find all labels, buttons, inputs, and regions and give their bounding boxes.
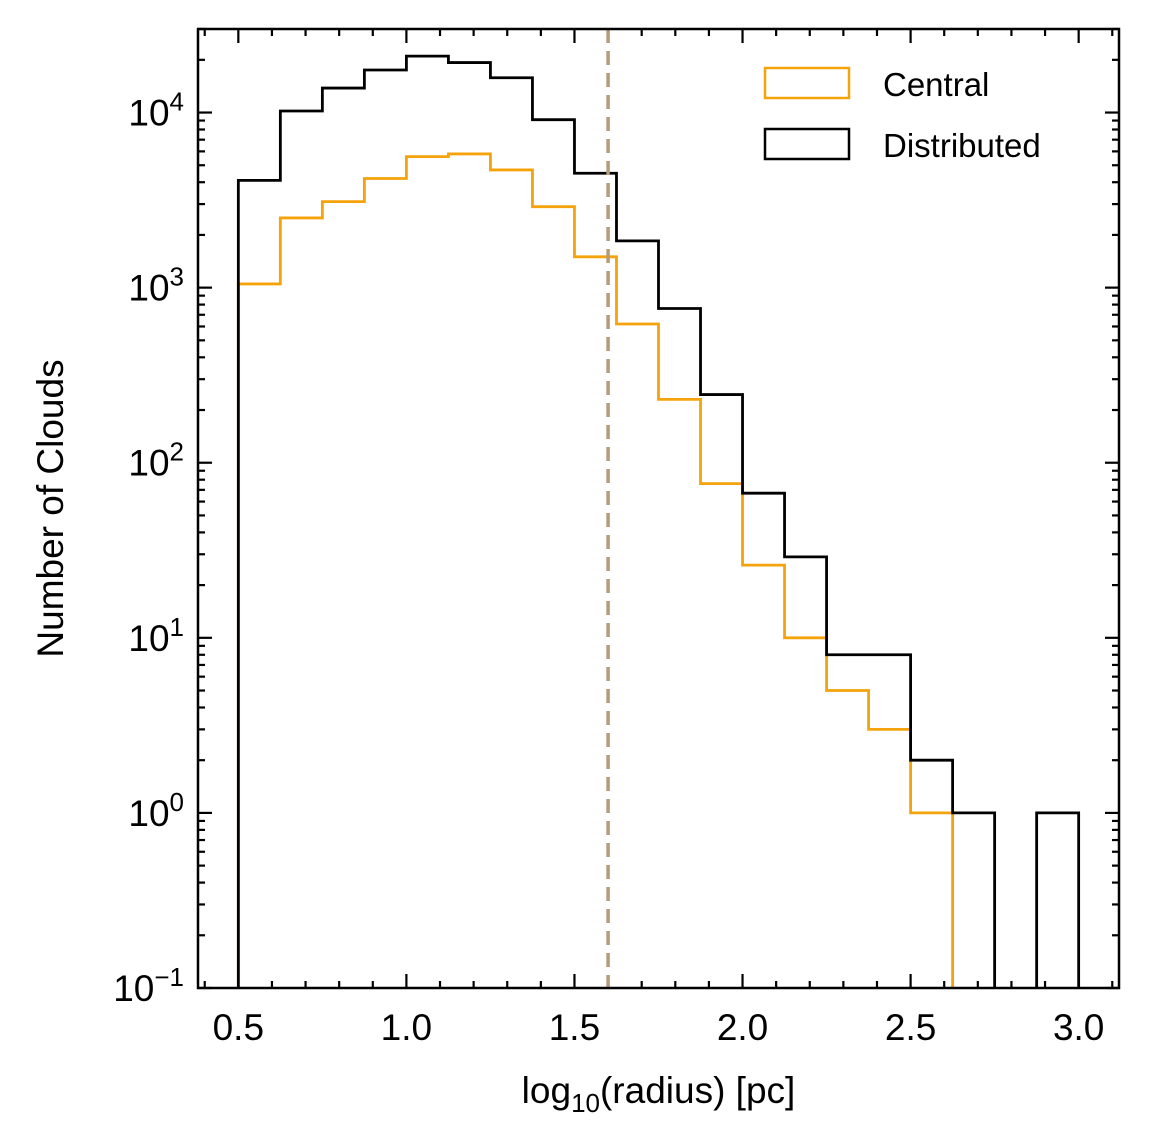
y-tick-labels: 10−1 100 101 102 103 104: [113, 87, 184, 1009]
legend-swatch-central: [763, 66, 851, 100]
series-central-step-0: [236, 152, 955, 988]
x-tick-label: 3.0: [1053, 1007, 1104, 1048]
x-tick-label: 0.5: [213, 1007, 264, 1048]
plot-frame: [196, 27, 1121, 990]
legend-swatch-distributed: [763, 127, 851, 161]
y-tick-label: 102: [128, 437, 184, 484]
x-tick-label: 2.5: [885, 1007, 936, 1048]
x-tick-label: 1.5: [549, 1007, 600, 1048]
x-tick-label: 2.0: [717, 1007, 768, 1048]
y-axis-label: Number of Clouds: [30, 359, 71, 657]
x-axis-label: log10(radius) [pc]: [522, 1070, 796, 1118]
legend-label-central: Central: [883, 66, 989, 103]
y-tick-label: 100: [128, 787, 184, 834]
legend-label-distributed: Distributed: [883, 127, 1041, 164]
series-distributed-step-0: [236, 54, 997, 988]
y-tick-label: 10−1: [113, 962, 184, 1009]
x-tick-labels: 0.5 1.0 1.5 2.0 2.5 3.0: [213, 1007, 1105, 1048]
y-tick-label: 103: [128, 262, 184, 309]
series-distributed-step-1: [1035, 811, 1081, 988]
series-layer: [236, 54, 1081, 988]
legend: Central Distributed: [763, 66, 1041, 164]
y-tick-label: 104: [128, 87, 184, 134]
y-tick-label: 101: [128, 612, 184, 659]
axis-ticks: [198, 27, 1119, 990]
x-tick-label: 1.0: [381, 1007, 432, 1048]
